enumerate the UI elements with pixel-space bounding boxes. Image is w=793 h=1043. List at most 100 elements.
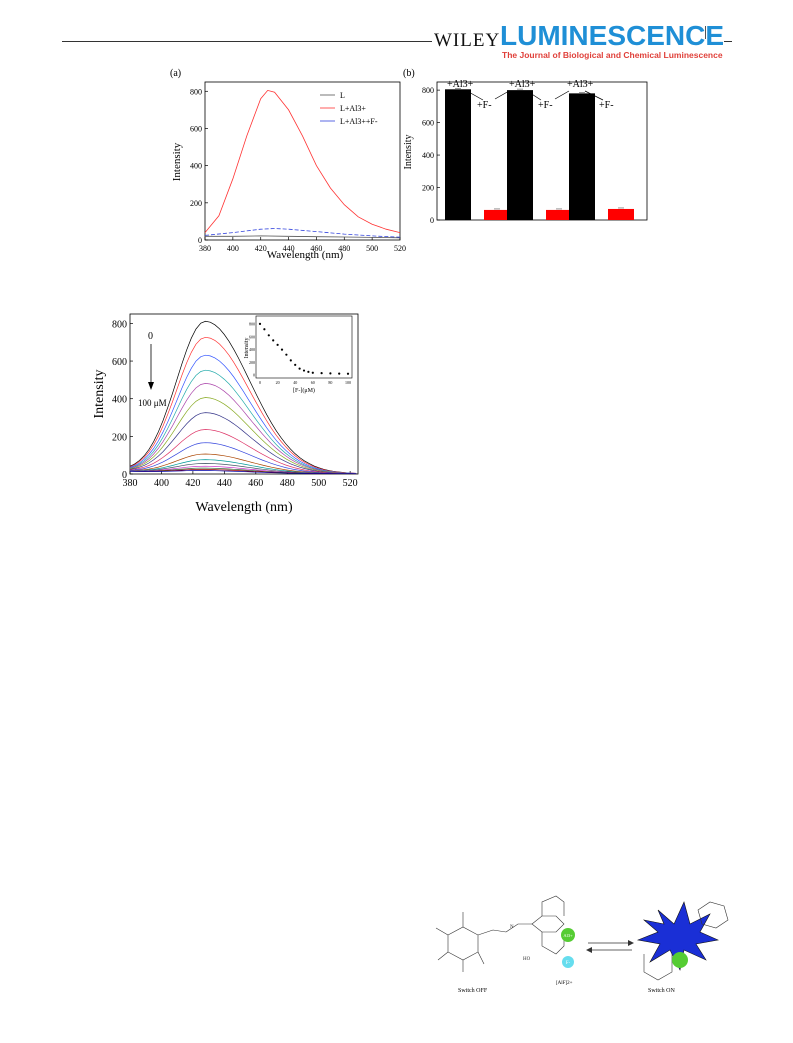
titration-curve — [129, 320, 357, 474]
plot-frame-b — [436, 81, 648, 221]
inset-point — [307, 370, 310, 373]
x-tick-label: 420 — [255, 244, 267, 253]
inset-point — [338, 372, 341, 375]
inset-point — [285, 353, 288, 356]
y-axis-title-c: Intensity — [92, 370, 107, 419]
molecule-switch-on — [636, 901, 729, 981]
y-tick-label: 200 — [112, 432, 127, 443]
y-tick-label: 600 — [112, 357, 127, 368]
axis-ticks-b: 0 200 400 600 800 — [422, 86, 440, 225]
annot-f-2: +F- — [538, 100, 553, 111]
legend-item-l-al: L+Al3+ — [340, 104, 366, 113]
inset-y-tick-label: 200 — [249, 360, 255, 365]
panel-label-b: (b) — [403, 68, 415, 79]
y-tick-label: 0 — [198, 236, 202, 245]
bar — [484, 209, 510, 220]
inset-point — [298, 367, 301, 370]
titration-curve — [129, 383, 357, 474]
y-tick-label: 400 — [112, 395, 127, 406]
inset-y-label: Intensity — [244, 338, 250, 359]
bar — [507, 90, 533, 220]
plot-frame-a — [204, 81, 401, 241]
annot-al-2: +Al3+ — [509, 79, 536, 90]
plot-frame-c — [129, 313, 359, 475]
f-badge-circle — [562, 956, 574, 968]
annot-al-3: +Al3+ — [567, 79, 594, 90]
inset-point — [280, 348, 284, 351]
inset-point — [289, 359, 292, 362]
x-tick-label: 520 — [394, 244, 406, 253]
series-line-2 — [204, 228, 401, 238]
inset-point — [272, 339, 275, 342]
bar — [569, 93, 595, 220]
titration-curve — [129, 354, 357, 474]
bar — [608, 208, 634, 220]
panel-label-a: (a) — [170, 68, 181, 79]
x-tick-label: 480 — [280, 478, 295, 489]
inset-x-tick-label: 80 — [328, 380, 332, 385]
journal-logo: LUMINESCENCE — [500, 20, 725, 52]
arrowhead — [148, 382, 154, 390]
start-concentration-label: 0 — [148, 331, 153, 342]
publisher-logo: WILEY — [432, 30, 503, 52]
page-marker — [705, 26, 706, 39]
inset-point — [311, 371, 314, 374]
inset-x-tick-label: 100 — [345, 380, 351, 385]
inset-point — [263, 328, 266, 331]
inset-point — [294, 363, 297, 366]
bars-b — [445, 88, 634, 220]
axis-ticks-a: 380 400 420 440 460 480 500 520 0 200 400 600 800 — [190, 87, 406, 253]
annotations-b: +Al3+ +F- +Al3+ +F- +Al3+ +F- — [447, 79, 614, 111]
y-tick-label: 200 — [190, 199, 202, 208]
switch-on-label: Switch ON — [648, 988, 676, 994]
inset-point — [276, 343, 279, 346]
y-tick-label: 800 — [422, 86, 434, 95]
y-tick-label: 600 — [190, 124, 202, 133]
y-axis-title-b: Intensity — [403, 135, 414, 170]
inset-point — [346, 372, 350, 375]
inset-y-tick-label: 400 — [249, 347, 255, 352]
f-badge-text: F- — [566, 961, 571, 966]
forward-arrowhead — [628, 940, 634, 946]
x-axis-title-c: Wavelength (nm) — [195, 500, 293, 515]
inset-point — [320, 371, 323, 375]
y-tick-label: 200 — [422, 184, 434, 193]
titration-curve — [129, 369, 357, 474]
end-concentration-label: 100 μM — [138, 398, 167, 408]
x-tick-label: 500 — [366, 244, 378, 253]
x-tick-label: 500 — [311, 478, 326, 489]
figure-b: (b) 0 200 400 600 800 Intensity +Al3+ +F- +A… — [403, 68, 648, 225]
y-axis-title-a: Intensity — [171, 142, 183, 181]
y-tick-label: 400 — [190, 162, 202, 171]
legend-a: L L+Al3+ L+Al3++F- — [320, 91, 378, 126]
svg-text:HO: HO — [523, 957, 531, 962]
inset-x-tick-label: 0 — [259, 380, 261, 385]
series-line-1 — [204, 89, 401, 233]
inset-y-tick-label: 0 — [253, 373, 255, 378]
inset-point — [302, 369, 306, 372]
x-tick-label: 400 — [227, 244, 239, 253]
al-badge-text: Al3+ — [563, 933, 573, 938]
inset-points: 0 20 40 60 80 100 0 200 400 600 800 — [249, 322, 351, 385]
inset-y-tick-label: 800 — [249, 322, 255, 327]
x-tick-label: 460 — [310, 244, 322, 253]
titration-curve — [129, 429, 357, 474]
inset-x-label: [F-](μM) — [293, 387, 315, 394]
inset-x-tick-label: 20 — [276, 380, 280, 385]
titration-curve — [129, 442, 357, 475]
legend-item-l-al-f: L+Al3++F- — [340, 117, 378, 126]
titration-curve — [129, 412, 357, 474]
y-tick-label: 0 — [122, 470, 127, 481]
legend-item-l: L — [340, 91, 345, 100]
journal-subtitle: The Journal of Biological and Chemical L… — [502, 50, 723, 60]
titration-curves — [129, 320, 357, 475]
y-tick-label: 800 — [190, 87, 202, 96]
switch-off-label: Switch OFF — [458, 988, 488, 994]
reverse-arrowhead — [586, 947, 592, 953]
fluorescence-burst-icon — [636, 901, 720, 971]
x-tick-label: 460 — [248, 478, 263, 489]
molecule-switch-off: HO N — [435, 895, 565, 972]
annot-f-3: +F- — [599, 100, 614, 111]
x-tick-label: 420 — [185, 478, 200, 489]
